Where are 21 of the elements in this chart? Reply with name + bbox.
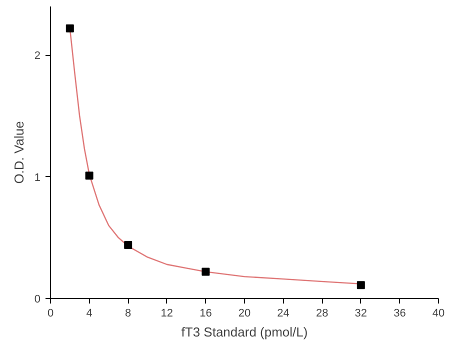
point <box>85 172 94 180</box>
x-tick-label: 36 <box>394 308 406 320</box>
point <box>124 240 132 249</box>
x-tick-label: 8 <box>125 308 132 320</box>
x-tick-label: 20 <box>238 308 251 320</box>
y-tick-label: 0 <box>34 294 41 306</box>
x-axis-title: fT3 Standard (pmol/L) <box>181 324 308 340</box>
x-tick-label: 32 <box>354 308 368 320</box>
x-tick-label: 4 <box>86 308 92 320</box>
y-axis-title: O.D. Value <box>11 121 26 184</box>
y-tick-label: 1 <box>34 172 41 184</box>
x-tick-label: 24 <box>277 308 290 320</box>
point <box>202 268 210 276</box>
x-tick-label: 0 <box>47 308 54 320</box>
point <box>66 24 74 32</box>
x-tick-label: 16 <box>200 308 212 320</box>
x-tick-label: 28 <box>316 308 328 320</box>
y-tick-label: 2 <box>34 50 41 62</box>
x-tick-label: 12 <box>160 308 174 320</box>
point <box>356 281 365 290</box>
x-tick-label: 40 <box>432 308 445 320</box>
